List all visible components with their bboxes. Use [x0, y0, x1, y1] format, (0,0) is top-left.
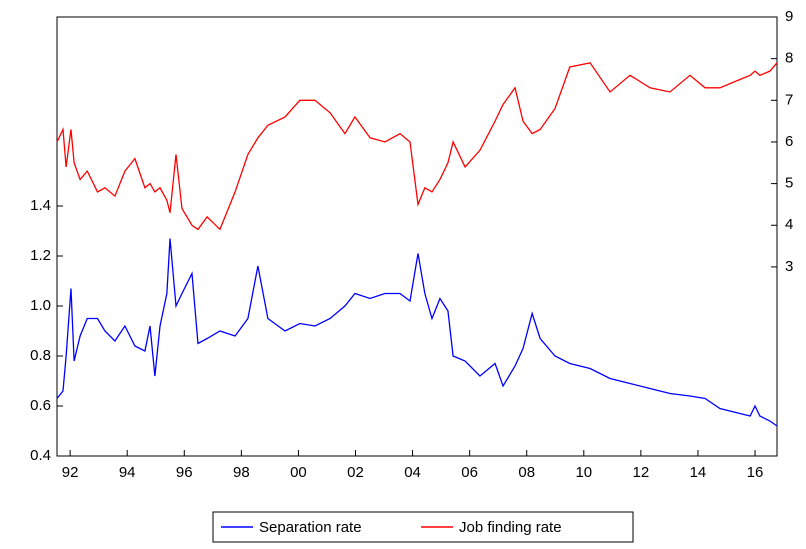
- x-tick-label: 10: [575, 464, 592, 481]
- plot-frame: [56, 16, 778, 457]
- y2-tick-label: 9: [785, 8, 793, 25]
- x-tick-label: 08: [518, 464, 535, 481]
- x-tick-label: 00: [290, 464, 307, 481]
- y2-tick-label: 7: [785, 91, 793, 108]
- y2-tick-label: 4: [785, 216, 793, 233]
- x-tick-label: 02: [347, 464, 364, 481]
- x-tick-label: 16: [747, 464, 764, 481]
- y2-tick-label: 3: [785, 258, 793, 275]
- y-tick-label: 1.0: [30, 297, 51, 314]
- y2-tick-label: 6: [785, 133, 793, 150]
- y2-tick-label: 8: [785, 50, 793, 67]
- x-tick-label: 94: [119, 464, 136, 481]
- y-tick-label: 0.4: [30, 447, 51, 464]
- x-tick-label: 04: [404, 464, 421, 481]
- y2-tick-label: 5: [785, 175, 793, 192]
- legend-label: Separation rate: [259, 519, 362, 536]
- y-tick-label: 0.6: [30, 397, 51, 414]
- line-series: [56, 238, 778, 427]
- y-tick-label: 1.4: [30, 197, 51, 214]
- x-tick-label: 92: [62, 464, 79, 481]
- y-tick-label: 0.8: [30, 347, 51, 364]
- legend-label: Job finding rate: [459, 519, 562, 536]
- y-tick-label: 1.2: [30, 247, 51, 264]
- x-tick-label: 14: [690, 464, 707, 481]
- line-series: [56, 62, 778, 231]
- x-tick-label: 98: [233, 464, 250, 481]
- x-tick-label: 12: [633, 464, 650, 481]
- x-tick-label: 96: [176, 464, 193, 481]
- x-tick-label: 06: [461, 464, 478, 481]
